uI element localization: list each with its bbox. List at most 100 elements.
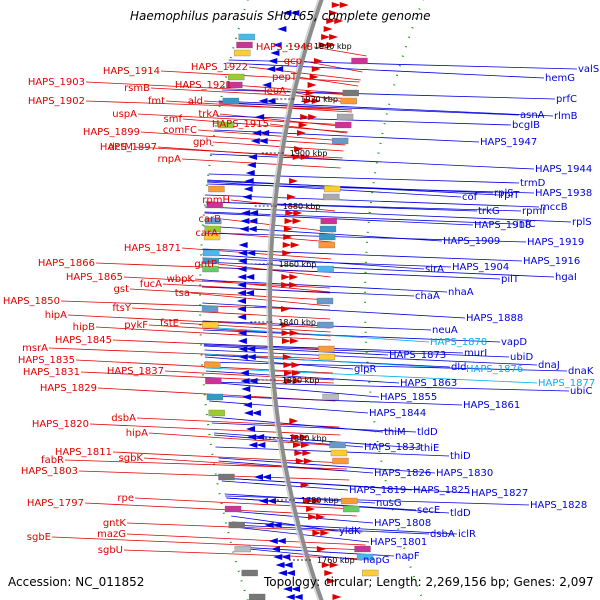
gene-label-msra[interactable]: msrA xyxy=(22,343,48,354)
gene-label-haps-1833[interactable]: HAPS_1833 xyxy=(364,442,421,453)
gene-label-rpmi[interactable]: rpmI xyxy=(522,206,545,217)
gene-label-ubid[interactable]: ubiD xyxy=(510,352,533,363)
gene-label-thid[interactable]: thiD xyxy=(450,451,471,462)
gene-label-cara[interactable]: carA xyxy=(195,228,218,239)
gene-label-haps-1938[interactable]: HAPS_1938 xyxy=(535,188,592,199)
gene-label-haps-1863[interactable]: HAPS_1863 xyxy=(400,378,457,389)
gene-label-haps-1877[interactable]: HAPS_1877 xyxy=(538,378,595,389)
gene-label-pilt[interactable]: pilT xyxy=(501,274,520,285)
gene-label-hipb[interactable]: hipB xyxy=(73,322,95,333)
gene-label-comfc[interactable]: comFC xyxy=(163,125,197,136)
gene-label-haps-1820[interactable]: HAPS_1820 xyxy=(32,419,89,430)
gene-label-glpr[interactable]: glpR xyxy=(354,364,376,375)
gene-label-wbpk[interactable]: wbpK xyxy=(167,274,195,285)
gene-label-haps-1921[interactable]: HAPS_1921 xyxy=(175,80,232,91)
gene-label-rlmb[interactable]: rlmB xyxy=(554,111,578,122)
gene-label-napf[interactable]: napF xyxy=(395,551,420,562)
gene-label-carb[interactable]: carB xyxy=(198,214,221,225)
gene-label-haps-1861[interactable]: HAPS_1861 xyxy=(463,400,520,411)
gene-label-haps-1831[interactable]: HAPS_1831 xyxy=(23,367,80,378)
gene-label-thim[interactable]: thiM xyxy=(384,427,406,438)
gene-label-rpls[interactable]: rplS xyxy=(572,217,592,228)
gene-label-rpmh[interactable]: rpmH xyxy=(202,195,230,206)
gene-label-fuca[interactable]: fucA xyxy=(140,279,162,290)
gene-label-haps-1866[interactable]: HAPS_1866 xyxy=(38,258,95,269)
gene-label-haps-1837[interactable]: HAPS_1837 xyxy=(107,366,164,377)
gene-label-haps-1922[interactable]: HAPS_1922 xyxy=(191,62,248,73)
gene-label-haps-1876[interactable]: HAPS_1876 xyxy=(466,364,523,375)
gene-label-haps-1904[interactable]: HAPS_1904 xyxy=(452,262,509,273)
gene-label-tsa[interactable]: tsa xyxy=(175,288,190,299)
gene-label-hipa[interactable]: hipA xyxy=(45,310,67,321)
gene-label-sira[interactable]: sirA xyxy=(425,264,444,275)
gene-label-haps-1835[interactable]: HAPS_1835 xyxy=(18,355,75,366)
gene-label-vals[interactable]: valS xyxy=(578,64,599,75)
gene-label-haps-1829[interactable]: HAPS_1829 xyxy=(40,383,97,394)
gene-label-mccb[interactable]: mccB xyxy=(540,202,568,213)
gene-label-gcp[interactable]: gcp xyxy=(284,56,302,67)
gene-label-fmt[interactable]: fmt xyxy=(148,96,165,107)
gene-label-haps-1825[interactable]: HAPS_1825 xyxy=(413,485,470,496)
gene-label-prfc[interactable]: prfC xyxy=(556,94,577,105)
gene-label-haps-1801[interactable]: HAPS_1801 xyxy=(370,537,427,548)
gene-label-haps-1819[interactable]: HAPS_1819 xyxy=(349,485,406,496)
gene-label-trka[interactable]: trkA xyxy=(198,109,219,120)
gene-label-vapd[interactable]: vapD xyxy=(501,337,527,348)
gene-label-dnak[interactable]: dnaK xyxy=(568,366,594,377)
gene-label-smf[interactable]: smf xyxy=(164,114,183,125)
gene-label-haps-1918[interactable]: HAPS_1918 xyxy=(474,220,531,231)
gene-label-haps-1827[interactable]: HAPS_1827 xyxy=(471,488,528,499)
gene-label-haps-1914[interactable]: HAPS_1914 xyxy=(103,66,160,77)
gene-label-haps-1899[interactable]: HAPS_1899 xyxy=(83,127,140,138)
gene-label-gph[interactable]: gph xyxy=(193,137,212,148)
gene-label-haps-1915[interactable]: HAPS_1915 xyxy=(212,119,269,130)
gene-label-tldd[interactable]: tldD xyxy=(417,427,438,438)
gene-label-hipa[interactable]: hipA xyxy=(126,428,148,439)
gene-label-haps-1916[interactable]: HAPS_1916 xyxy=(523,256,580,267)
gene-label-muri[interactable]: murI xyxy=(464,348,487,359)
gene-label-bcgib[interactable]: bcgIB xyxy=(512,120,540,131)
gene-label-haps-1844[interactable]: HAPS_1844 xyxy=(369,408,426,419)
gene-label-haps-1808[interactable]: HAPS_1808 xyxy=(374,518,431,529)
gene-label-thie[interactable]: thiE xyxy=(420,443,439,454)
gene-label-fste[interactable]: fstE xyxy=(160,318,179,329)
gene-label-leua[interactable]: leuA xyxy=(264,86,286,97)
gene-label-chaa[interactable]: chaA xyxy=(415,291,440,302)
gene-label-haps-1873[interactable]: HAPS_1873 xyxy=(389,350,446,361)
gene-label-ald[interactable]: ald xyxy=(188,96,203,107)
gene-label-hgai[interactable]: hgaI xyxy=(555,272,577,283)
gene-label-sece[interactable]: secE xyxy=(417,505,440,516)
gene-label-rsmb[interactable]: rsmB xyxy=(124,83,150,94)
gene-label-sgbk[interactable]: sgbK xyxy=(119,453,144,464)
gene-label-sgbe[interactable]: sgbE xyxy=(27,532,51,543)
gene-label-pept[interactable]: pepT xyxy=(272,72,298,83)
gene-label-gntp[interactable]: gntP xyxy=(194,259,217,270)
gene-label-rpls[interactable]: rplS xyxy=(494,188,514,199)
gene-label-yidk[interactable]: yidK xyxy=(339,526,361,537)
gene-label-haps-1947[interactable]: HAPS_1947 xyxy=(480,137,537,148)
gene-label-infc[interactable]: infC xyxy=(516,219,536,230)
gene-label-haps-1797[interactable]: HAPS_1797 xyxy=(27,498,84,509)
gene-label-iclr[interactable]: iclR xyxy=(458,529,476,540)
gene-label-nhaa[interactable]: nhaA xyxy=(448,287,474,298)
gene-label-haps-1803[interactable]: HAPS_1803 xyxy=(21,466,78,477)
gene-label-haps-1828[interactable]: HAPS_1828 xyxy=(530,500,587,511)
gene-label-trmd[interactable]: trmD xyxy=(520,178,546,189)
gene-label-mazg[interactable]: mazG xyxy=(97,529,126,540)
gene-label-haps-1948[interactable]: HAPS_1948 xyxy=(256,42,313,53)
gene-label-asna[interactable]: asnA xyxy=(520,110,545,121)
gene-label-pykf[interactable]: pykF xyxy=(124,320,148,331)
gene-label-napg[interactable]: napG xyxy=(363,555,390,566)
gene-label-gst[interactable]: gst xyxy=(114,284,130,295)
gene-label-trkg[interactable]: trkG xyxy=(478,206,500,217)
gene-label-haps-1878[interactable]: HAPS_1878 xyxy=(430,337,487,348)
gene-label-haps-1944[interactable]: HAPS_1944 xyxy=(535,164,592,175)
gene-label-haps-1897[interactable]: HAPS_1897 xyxy=(100,142,157,153)
gene-label-nusg[interactable]: nusG xyxy=(376,498,402,509)
gene-label-dnaj[interactable]: dnaJ xyxy=(538,360,560,371)
gene-label-gntk[interactable]: gntK xyxy=(103,518,127,529)
gene-label-haps-1888[interactable]: HAPS_1888 xyxy=(466,313,523,324)
gene-label-ubic[interactable]: ubiC xyxy=(570,386,592,397)
gene-label-tldd[interactable]: tldD xyxy=(450,508,471,519)
gene-label-dld[interactable]: dld xyxy=(451,362,466,373)
